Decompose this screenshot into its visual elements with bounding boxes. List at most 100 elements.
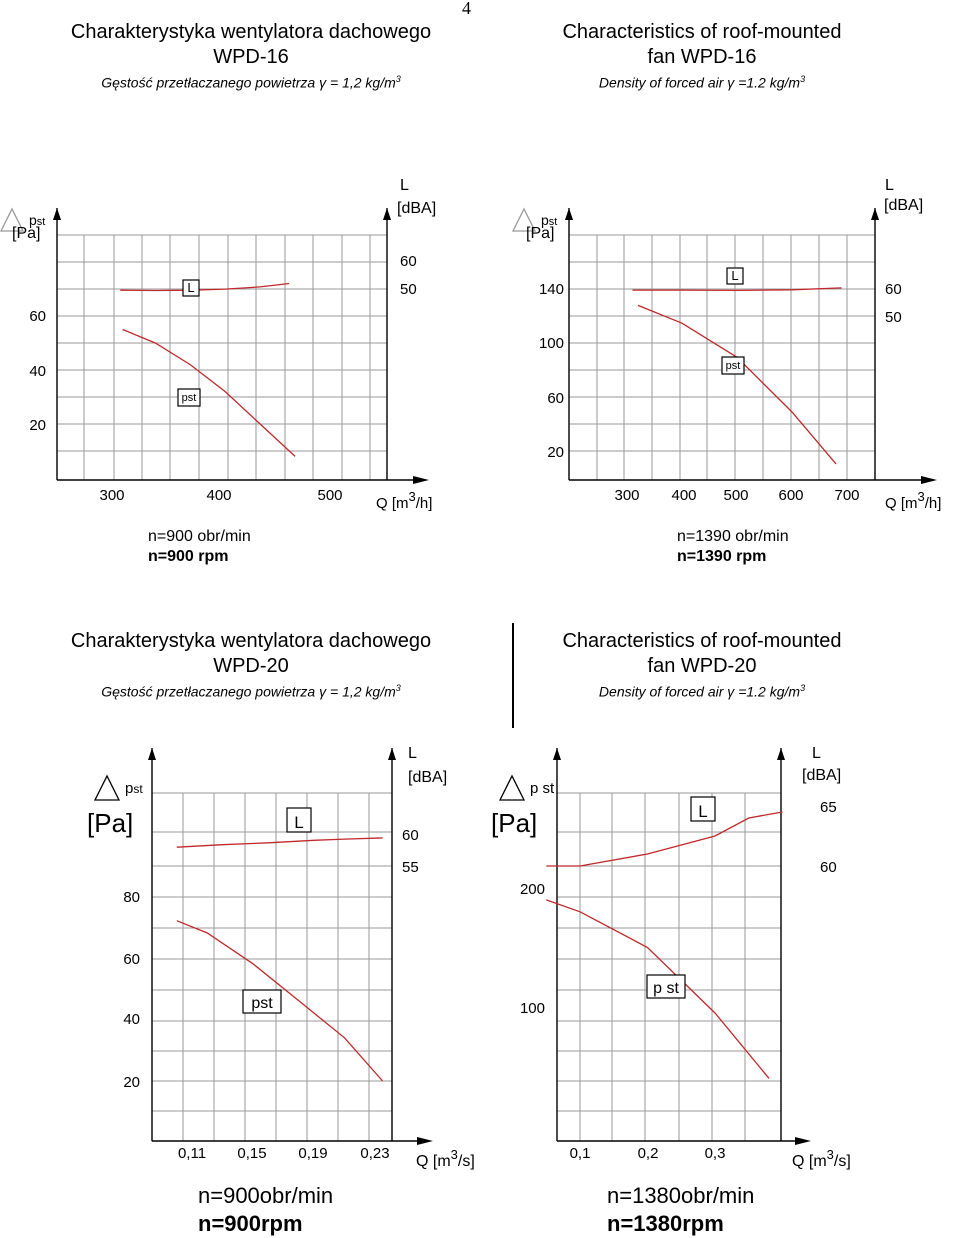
- c2-left-tick-label: 100: [539, 335, 564, 352]
- c3-right-tick-label: 60: [402, 827, 419, 844]
- c3-left-tick-label: 60: [123, 951, 140, 968]
- top-right-header: Characteristics of roof-mounted fan WPD-…: [512, 20, 892, 92]
- c2-series-label-pst: pst: [726, 360, 741, 372]
- c1-x-axis-label-sup: 3: [409, 489, 416, 504]
- c4-left-tick-label: 100: [520, 1000, 545, 1017]
- c1-label-box-L: [182, 279, 200, 297]
- c1-right-axis-unit: [dBA]: [397, 200, 436, 217]
- c4-label-box-L: [690, 796, 716, 822]
- c2-noise-level-curve: [632, 287, 842, 292]
- c3-x-axis-label-sup: 3: [451, 1147, 458, 1162]
- c4-static-pressure-curve: [546, 899, 770, 1079]
- c2-label-box-pst: [721, 356, 745, 375]
- c1-x-tick-label: 400: [206, 487, 231, 504]
- header-title-line1: Charakterystyka wentylatora dachowego: [70, 630, 432, 652]
- c3-label-box-pst: [242, 989, 282, 1014]
- c4-x-tick-label: 0,2: [638, 1145, 659, 1162]
- c2-right-axis-unit: [dBA]: [884, 197, 923, 214]
- c2-speed-line1: n=1390 obr/min: [677, 528, 789, 545]
- c2-left-tick-label: 60: [547, 390, 564, 407]
- c3-right-axis-arrow: [388, 748, 396, 760]
- c3-right-tick-label: 55: [402, 859, 419, 876]
- c4-x-axis-label-end: /s]: [834, 1153, 851, 1170]
- c2-left-axis-symbol: pst: [541, 212, 557, 228]
- header-subtitle: Gęstość przetłaczanego powietrza γ = 1,2…: [101, 683, 401, 700]
- c4-plot-frame: [556, 792, 782, 1142]
- c1-right-axis-arrow: [383, 208, 391, 220]
- top-left-header: Charakterystyka wentylatora dachowego WP…: [30, 20, 472, 92]
- c2-x-axis-label-sup: 3: [918, 489, 925, 504]
- c4-right-tick-label: 65: [820, 799, 837, 816]
- header-title-line1: Characteristics of roof-mounted: [562, 21, 842, 43]
- c3-x-tick-label: 0,19: [298, 1145, 327, 1162]
- c3-x-tick-label: 0,23: [360, 1145, 389, 1162]
- c2-x-tick-label: 600: [778, 487, 803, 504]
- c1-right-axis-symbol: L: [400, 177, 409, 194]
- c2-static-pressure-curve: [637, 304, 837, 465]
- c2-left-axis-unit: [Pa]: [526, 225, 554, 242]
- c3-speed-line1: n=900obr/min: [198, 1183, 333, 1208]
- header-title-line1: Charakterystyka wentylatora dachowego: [70, 21, 432, 43]
- c3-plot-frame: [151, 792, 393, 1142]
- c2-x-axis-label: Q [m3/h]: [885, 489, 941, 512]
- c2-x-tick-label: 700: [834, 487, 859, 504]
- c3-speed-line2: n=900rpm: [198, 1211, 303, 1236]
- c1-series-label-L: L: [187, 280, 194, 295]
- c3-left-tick-label: 40: [123, 1011, 140, 1028]
- c4-noise-level-curve: [546, 811, 783, 867]
- c4-right-axis-unit: [dBA]: [802, 767, 841, 784]
- c3-x-axis-label: Q [m3/s]: [416, 1147, 475, 1170]
- bottom-right-header: Characteristics of roof-mounted fan WPD-…: [512, 629, 892, 701]
- c4-left-axis-symbol: p st: [530, 780, 555, 797]
- c2-right-axis-arrow: [871, 208, 879, 220]
- c3-left-axis-symbol: pst: [125, 780, 143, 797]
- c3-left-axis-arrow: [148, 748, 156, 760]
- header-subtitle: Density of forced air γ =1.2 kg/m3: [598, 74, 806, 91]
- c2-left-tick-label: 140: [539, 281, 564, 298]
- c3-delta-icon: [93, 774, 121, 801]
- c4-left-tick-label: 200: [520, 881, 545, 898]
- c4-series-label-pst: p st: [653, 980, 679, 997]
- c3-series-label-L: L: [294, 813, 303, 832]
- header-title-line1: Characteristics of roof-mounted: [562, 630, 842, 652]
- c4-series-label-L: L: [698, 802, 707, 821]
- c1-speed-line2: n=900 rpm: [148, 548, 228, 565]
- c1-right-tick-label: 60: [400, 253, 417, 270]
- c2-left-tick-label: 20: [547, 444, 564, 461]
- bottom-left-header: Charakterystyka wentylatora dachowego WP…: [30, 629, 472, 701]
- c4-x-axis-label-sup: 3: [827, 1147, 834, 1162]
- c4-label-box-pst: [646, 974, 686, 999]
- header-title-line2: WPD-20: [213, 655, 289, 677]
- c2-speed-line2: n=1390 rpm: [677, 548, 766, 565]
- c1-x-axis-arrow: [413, 476, 429, 484]
- c3-left-axis-unit: [Pa]: [87, 808, 133, 838]
- c1-right-tick-label: 50: [400, 281, 417, 298]
- c1-left-axis-arrow: [53, 208, 61, 220]
- c3-x-tick-label: 0,15: [237, 1145, 266, 1162]
- c2-x-tick-label: 500: [723, 487, 748, 504]
- c2-right-tick-label: 60: [885, 281, 902, 298]
- c1-left-axis-unit: [Pa]: [12, 225, 40, 242]
- c4-right-axis-arrow: [777, 748, 785, 760]
- c3-static-pressure-curve: [176, 920, 384, 1082]
- c1-x-axis-label: Q [m3/h]: [376, 489, 432, 512]
- c1-left-tick-label: 20: [29, 417, 46, 434]
- c3-left-tick-label: 80: [123, 889, 140, 906]
- c1-plot-frame: [56, 234, 388, 481]
- c4-right-tick-label: 60: [820, 859, 837, 876]
- c3-label-box-L: [286, 807, 312, 833]
- c2-left-axis-arrow: [565, 208, 573, 220]
- c1-x-tick-label: 300: [99, 487, 124, 504]
- c4-x-axis-arrow: [795, 1137, 811, 1145]
- header-divider: [512, 623, 514, 728]
- c1-left-tick-label: 40: [29, 363, 46, 380]
- c1-left-tick-label: 60: [29, 308, 46, 325]
- c3-x-tick-label: 0,11: [178, 1145, 206, 1162]
- c2-x-axis-arrow: [921, 476, 937, 484]
- c1-delta-icon: [0, 207, 25, 232]
- c3-right-axis-unit: [dBA]: [408, 769, 447, 786]
- header-subtitle: Gęstość przetłaczanego powietrza γ = 1,2…: [101, 74, 401, 91]
- c4-delta-icon: [498, 774, 526, 801]
- c4-right-axis-symbol: L: [812, 745, 821, 762]
